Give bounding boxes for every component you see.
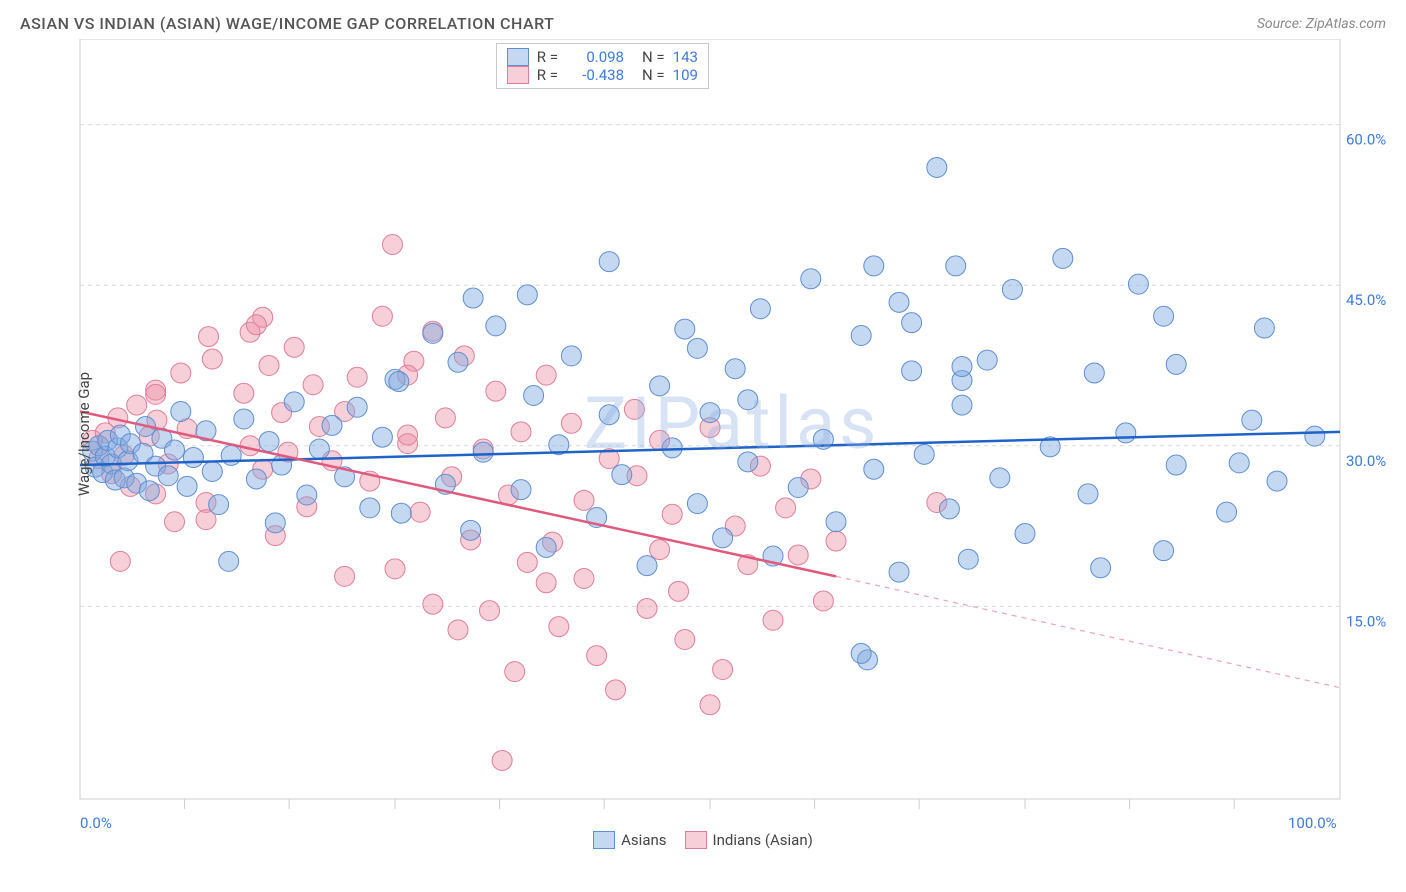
chart-title: ASIAN VS INDIAN (ASIAN) WAGE/INCOME GAP … <box>20 14 554 33</box>
legend-swatch <box>507 66 529 84</box>
series-legend: Asians Indians (Asian) <box>0 831 1406 849</box>
stat-r-value: 0.098 <box>566 48 624 66</box>
x-axis-end-label: 100.0% <box>1288 814 1337 832</box>
scatter-chart: 15.0% 30.0% 45.0% 60.0% <box>20 39 1386 829</box>
legend-swatch <box>593 831 615 849</box>
stat-n-label: N = <box>642 48 665 66</box>
svg-text:15.0%: 15.0% <box>1346 612 1386 630</box>
stats-legend: R = 0.098 N = 143 R = -0.438 N = 109 <box>496 43 709 89</box>
stats-row: R = -0.438 N = 109 <box>507 66 698 84</box>
stat-r-value: -0.438 <box>566 66 624 84</box>
legend-swatch <box>507 48 529 66</box>
stats-row: R = 0.098 N = 143 <box>507 48 698 66</box>
stat-n-value: 143 <box>673 48 698 66</box>
stat-r-label: R = <box>537 48 558 66</box>
y-axis-label: Wage/Income Gap <box>75 372 93 496</box>
legend-label: Asians <box>621 831 666 849</box>
legend-item: Asians <box>593 831 666 849</box>
svg-text:60.0%: 60.0% <box>1346 131 1386 149</box>
svg-text:45.0%: 45.0% <box>1346 291 1386 309</box>
chart-area: Wage/Income Gap 15.0%30.0%45.0%60.0% ZIP… <box>20 39 1386 829</box>
legend-item: Indians (Asian) <box>685 831 813 849</box>
stat-r-label: R = <box>537 66 558 84</box>
legend-label: Indians (Asian) <box>713 831 813 849</box>
legend-swatch <box>685 831 707 849</box>
x-axis-start-label: 0.0% <box>80 814 112 832</box>
stat-n-label: N = <box>642 66 665 84</box>
svg-text:30.0%: 30.0% <box>1346 452 1386 470</box>
stat-n-value: 109 <box>673 66 698 84</box>
source-label: Source: ZipAtlas.com <box>1257 16 1386 32</box>
